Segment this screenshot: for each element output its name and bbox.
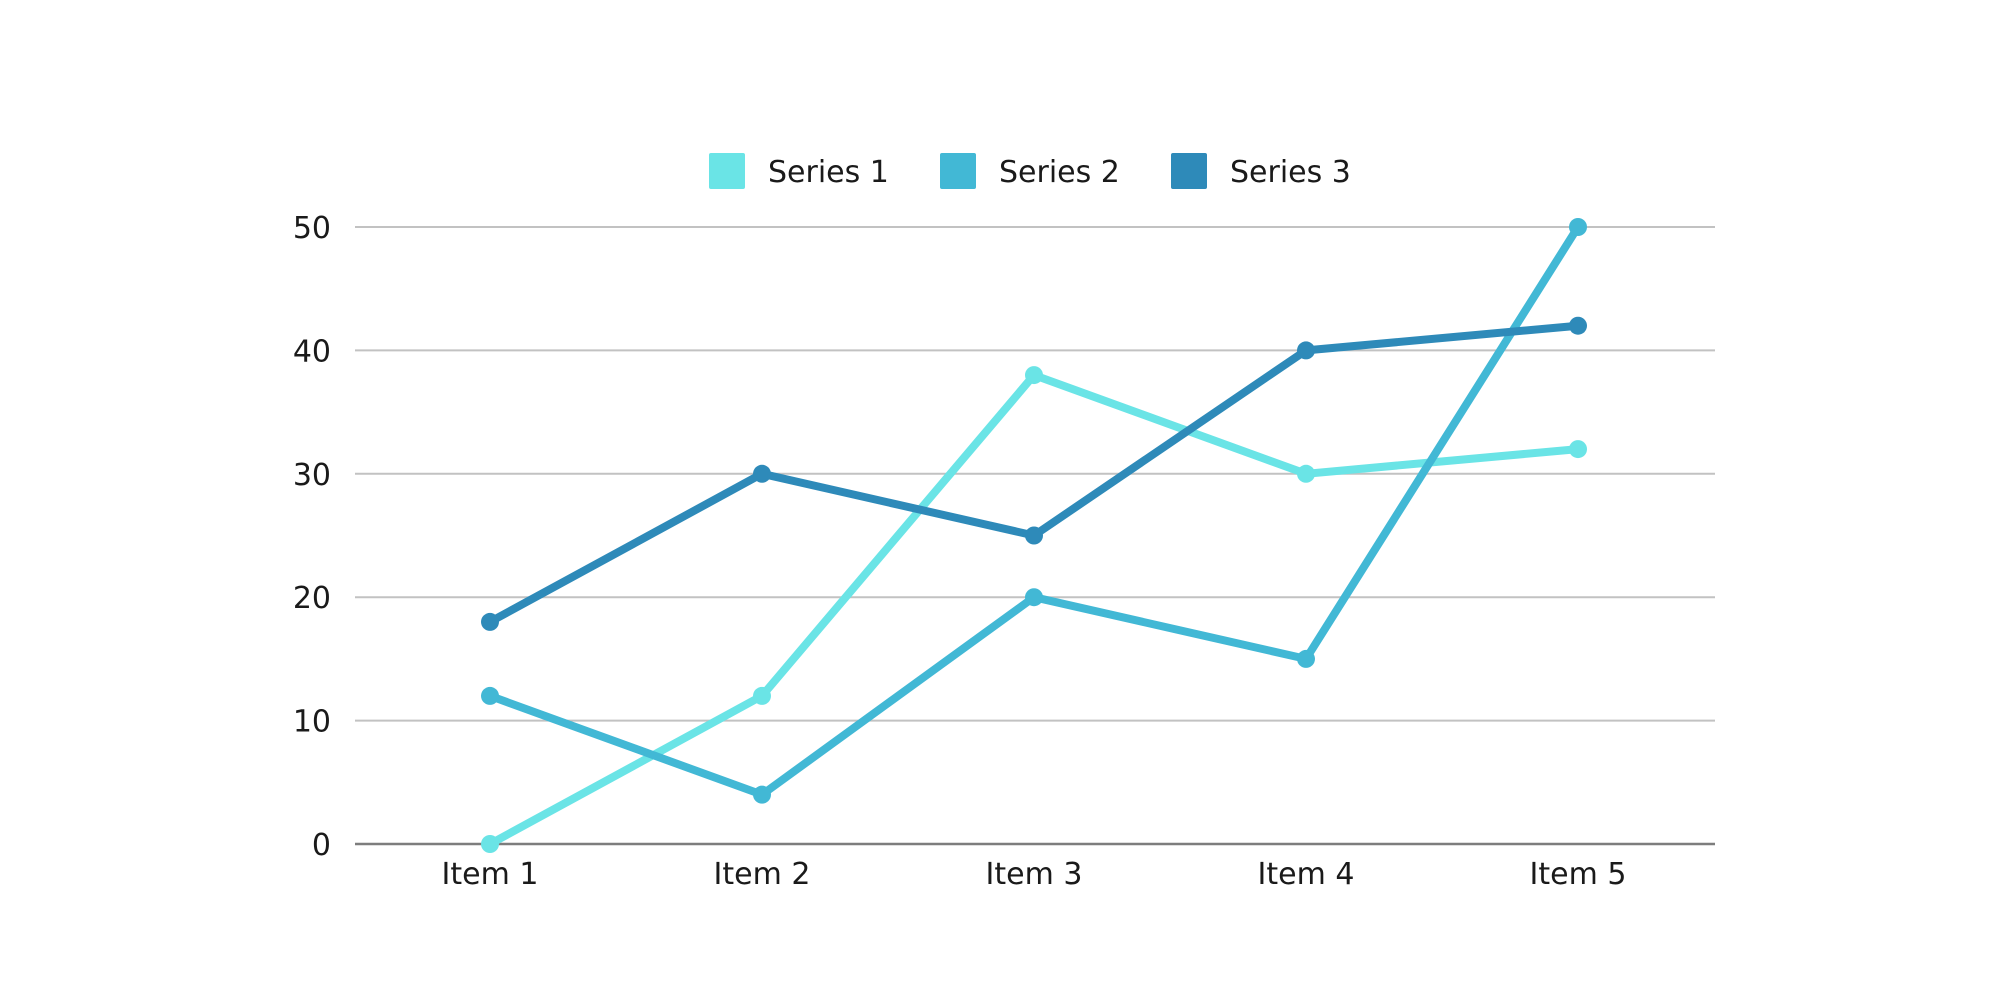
- data-point-series-2: [1297, 649, 1315, 668]
- legend-label: Series 2: [999, 155, 1120, 190]
- y-tick-label: 10: [293, 705, 331, 740]
- y-tick-label: 30: [293, 458, 331, 493]
- legend-label: Series 3: [1230, 155, 1351, 190]
- legend-swatch: [1171, 153, 1207, 189]
- legend-label: Series 1: [768, 155, 889, 190]
- data-point-series-3: [753, 464, 771, 483]
- legend-swatch: [940, 153, 976, 189]
- data-point-series-2: [481, 686, 499, 705]
- legend-swatch: [709, 153, 745, 189]
- legend-item-series-3: Series 3: [1171, 153, 1351, 190]
- data-point-series-1: [1569, 440, 1587, 459]
- y-tick-label: 50: [293, 211, 331, 246]
- series-line-series-1: [486, 371, 1582, 848]
- data-point-series-2: [1569, 218, 1587, 236]
- chart-legend: Series 1 Series 2 Series 3: [709, 153, 1351, 190]
- data-point-series-3: [481, 612, 499, 631]
- data-point-series-1: [1025, 366, 1043, 385]
- legend-item-series-2: Series 2: [940, 153, 1120, 190]
- data-point-series-1: [481, 835, 499, 853]
- chart-series: [481, 218, 1587, 853]
- x-tick-label: Item 5: [1530, 857, 1627, 892]
- y-tick-label: 0: [312, 828, 331, 863]
- y-tick-label: 40: [293, 334, 331, 369]
- x-tick-label: Item 1: [442, 857, 539, 892]
- x-tick-label: Item 4: [1258, 857, 1355, 892]
- data-point-series-2: [1025, 588, 1043, 607]
- series-line-series-2: [486, 223, 1582, 799]
- data-point-series-3: [1297, 341, 1315, 360]
- x-tick-label: Item 3: [986, 857, 1083, 892]
- data-point-series-2: [753, 785, 771, 804]
- x-axis-ticks: Item 1 Item 2 Item 3 Item 4 Item 5: [442, 857, 1627, 892]
- x-tick-label: Item 2: [714, 857, 811, 892]
- legend-item-series-1: Series 1: [709, 153, 889, 190]
- y-tick-label: 20: [293, 581, 331, 616]
- data-point-series-3: [1569, 316, 1587, 335]
- data-point-series-3: [1025, 526, 1043, 545]
- data-point-series-1: [753, 686, 771, 705]
- y-axis-ticks: 0 10 20 30 40 50: [293, 211, 331, 863]
- data-point-series-1: [1297, 464, 1315, 483]
